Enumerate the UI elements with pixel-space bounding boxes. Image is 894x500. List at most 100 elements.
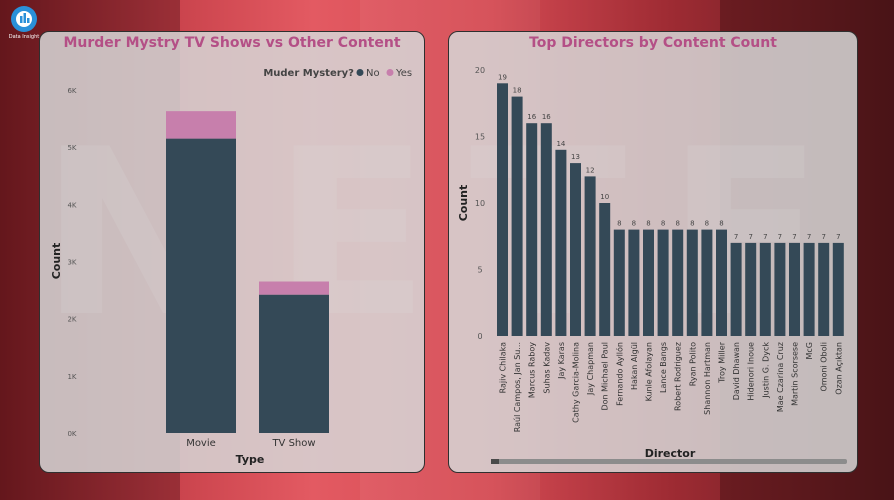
panel-title: Top Directors by Content Count xyxy=(529,35,777,51)
x-tick-label: Troy Miller xyxy=(718,341,727,383)
bar xyxy=(540,123,552,336)
data-label: 8 xyxy=(705,220,709,228)
data-label: 7 xyxy=(807,233,811,241)
x-tick-label: Ryan Polito xyxy=(688,342,697,386)
directors-bar-chart: 0 5 10 15 20 Count 19 Rajiv Chilaka 18 Raúl Campo… xyxy=(457,66,844,460)
bar xyxy=(526,123,538,336)
data-label: 14 xyxy=(556,140,565,148)
bar xyxy=(643,229,654,336)
data-label: 7 xyxy=(763,233,767,241)
bar xyxy=(716,229,727,336)
bar xyxy=(672,229,684,336)
x-tick-label: Fernando Ayllón xyxy=(614,342,624,406)
panel-title: Murder Mystry TV Shows vs Other Content xyxy=(63,35,401,51)
x-tick-label: Cathy Garcia-Molina xyxy=(572,342,581,423)
bar-segment xyxy=(166,111,236,139)
data-label: 7 xyxy=(748,233,752,241)
logo-text: Data Insight xyxy=(9,34,40,40)
y-axis-label: Count xyxy=(50,243,63,280)
x-tick-label: Suhas Kadav xyxy=(542,342,551,394)
x-tick-label: David Dhawan xyxy=(732,342,741,400)
scrollbar-handle[interactable] xyxy=(491,459,499,464)
bar xyxy=(789,242,800,336)
x-tick-label: TV Show xyxy=(271,438,315,449)
bar xyxy=(818,242,830,336)
data-label: 16 xyxy=(527,113,536,121)
data-label: 8 xyxy=(719,220,723,228)
x-axis-label: Director xyxy=(645,447,696,460)
data-label: 8 xyxy=(646,220,650,228)
x-tick-label: Ozan Açıktan xyxy=(834,342,843,395)
x-tick-label: Rajiv Chilaka xyxy=(499,342,508,394)
x-tick-label: Jay Karas xyxy=(557,342,566,380)
y-tick-label: 5K xyxy=(67,144,76,152)
bar xyxy=(584,176,596,336)
bar xyxy=(803,242,815,336)
data-label: 13 xyxy=(571,153,580,161)
x-tick-label: Hakan Algül xyxy=(630,342,639,390)
logo-icon: Data Insight xyxy=(9,6,40,40)
y-axis-label: Count xyxy=(457,185,470,222)
data-label: 7 xyxy=(792,233,796,241)
x-tick-label: Kunle Afolayan xyxy=(645,342,654,401)
bar xyxy=(497,83,508,336)
data-label: 8 xyxy=(632,220,636,228)
x-tick-label: Shannon Hartman xyxy=(703,342,712,415)
x-tick-label: Omoni Oboli xyxy=(820,342,829,392)
app-logo: Data Insight xyxy=(5,4,43,40)
data-label: 8 xyxy=(675,220,679,228)
x-tick-label: Jay Chapman xyxy=(586,342,595,396)
bar xyxy=(745,242,757,336)
x-tick-label: Martin Scorsese xyxy=(791,342,800,406)
y-tick-label: 6K xyxy=(67,87,76,95)
data-label: 7 xyxy=(836,233,840,241)
type-stacked-bar-chart: 0K 1K 2K 3K 4K 5K 6K Count Muder Mystery? No Yes Mo… xyxy=(50,68,412,466)
data-label: 7 xyxy=(821,233,825,241)
bar xyxy=(686,229,698,336)
y-tick-label: 10 xyxy=(475,199,485,208)
legend-marker xyxy=(356,69,364,76)
y-tick-label: 2K xyxy=(67,316,76,324)
x-tick-label: Mae Czarina Cruz xyxy=(776,342,785,412)
x-tick-label: Hidenori Inoue xyxy=(747,342,756,401)
y-tick-label: 0K xyxy=(67,430,76,438)
y-tick-label: 4K xyxy=(67,201,76,209)
x-axis-label: Type xyxy=(236,453,265,466)
data-label: 8 xyxy=(690,220,694,228)
data-label: 19 xyxy=(498,73,507,81)
data-label: 10 xyxy=(600,193,609,201)
x-tick-label: Robert Rodriguez xyxy=(674,342,683,411)
bar xyxy=(613,229,625,336)
x-tick-label: Raúl Campos, Jan Su... xyxy=(513,342,522,432)
y-tick-label: 0 xyxy=(477,332,482,341)
bar xyxy=(511,96,523,336)
bar xyxy=(774,242,786,336)
data-label: 16 xyxy=(542,113,551,121)
x-tick-label: Justin G. Dyck xyxy=(761,342,770,399)
x-tick-label: Lance Bangs xyxy=(659,342,668,393)
data-label: 7 xyxy=(734,233,738,241)
bar xyxy=(555,149,567,336)
y-tick-label: 20 xyxy=(475,66,485,75)
bar xyxy=(599,203,611,336)
legend-label: Yes xyxy=(395,68,412,79)
data-label: 7 xyxy=(778,233,782,241)
bar xyxy=(832,242,844,336)
bar-segment xyxy=(166,138,236,433)
type-chart-panel: Murder Mystry TV Shows vs Other Content … xyxy=(39,31,425,473)
directors-chart-panel: Top Directors by Content Count 0 5 10 15 20 C… xyxy=(448,31,858,473)
data-label: 8 xyxy=(617,220,621,228)
bar xyxy=(759,242,771,336)
data-label: 8 xyxy=(661,220,665,228)
bar xyxy=(701,229,713,336)
horizontal-scrollbar[interactable] xyxy=(491,459,847,464)
y-tick-label: 5 xyxy=(477,266,482,275)
x-tick-label: McG xyxy=(805,342,814,360)
bar xyxy=(657,229,669,336)
bar xyxy=(628,229,640,336)
y-tick-label: 1K xyxy=(67,373,76,381)
legend-title: Muder Mystery? xyxy=(263,68,354,79)
bar xyxy=(570,163,581,336)
x-tick-label: Marcus Raboy xyxy=(528,342,537,398)
bar-segment xyxy=(259,294,329,433)
